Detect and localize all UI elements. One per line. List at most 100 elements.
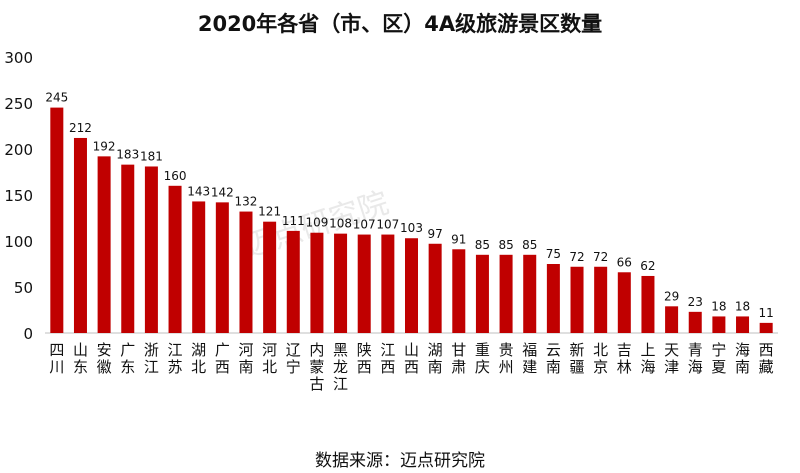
x-tick-label: 黑龙江	[333, 341, 348, 393]
x-tick-label: 广西	[215, 341, 230, 376]
bar	[736, 316, 750, 333]
data-label: 142	[211, 185, 234, 199]
data-label: 85	[498, 238, 513, 252]
bar	[428, 243, 442, 333]
bar	[334, 233, 348, 333]
data-label: 192	[93, 139, 116, 153]
source-note: 数据来源：迈点研究院	[315, 451, 485, 471]
data-label: 181	[140, 149, 163, 163]
bar	[168, 185, 182, 333]
bar	[617, 272, 631, 333]
bar	[641, 275, 655, 333]
data-label: 108	[329, 217, 352, 231]
data-label: 66	[617, 255, 632, 269]
bar	[357, 234, 371, 333]
bar	[688, 311, 702, 333]
y-tick-label: 150	[4, 187, 33, 205]
data-label: 91	[451, 232, 466, 246]
bar	[523, 254, 537, 333]
y-tick-label: 250	[4, 95, 33, 113]
data-label: 11	[759, 306, 774, 320]
x-tick-label: 西藏	[759, 341, 774, 376]
x-tick-label: 江苏	[168, 341, 183, 376]
data-label: 62	[640, 259, 655, 273]
data-label: 183	[116, 148, 139, 162]
data-label: 143	[187, 184, 210, 198]
x-tick-label: 吉林	[617, 341, 632, 376]
x-tick-label: 北京	[593, 341, 608, 376]
data-label: 245	[45, 91, 68, 105]
x-tick-label: 甘肃	[451, 341, 466, 376]
x-tick-label: 海南	[735, 341, 750, 376]
x-tick-label: 内蒙古	[309, 341, 324, 393]
data-label: 29	[664, 289, 679, 303]
bar	[759, 322, 773, 333]
bar	[310, 232, 324, 333]
bar	[570, 266, 584, 333]
bar	[97, 156, 111, 333]
x-tick-label: 浙江	[144, 341, 159, 376]
x-tick-label: 安徽	[97, 341, 112, 376]
x-tick-label: 上海	[640, 341, 655, 376]
x-tick-label: 江西	[380, 341, 395, 376]
bar	[239, 211, 253, 333]
data-label: 212	[69, 121, 92, 135]
bar	[144, 166, 158, 333]
y-tick-label: 300	[4, 49, 33, 67]
x-tick-label: 贵州	[499, 341, 514, 376]
data-label: 85	[522, 238, 537, 252]
x-tick-label: 重庆	[475, 341, 490, 376]
x-tick-label: 福建	[522, 341, 537, 376]
x-tick-label: 新疆	[570, 341, 585, 376]
data-label: 107	[376, 218, 399, 232]
data-label: 18	[711, 299, 726, 313]
x-tick-label: 陕西	[357, 341, 372, 376]
bar	[546, 264, 560, 333]
y-tick-label: 100	[4, 233, 33, 251]
data-label: 111	[282, 214, 305, 228]
x-tick-label: 青海	[688, 341, 703, 376]
chart-title: 2020年各省（市、区）4A级旅游景区数量	[197, 12, 603, 36]
data-label: 107	[353, 218, 376, 232]
bar	[73, 137, 87, 333]
x-tick-label: 山西	[404, 341, 419, 376]
x-tick-label: 广东	[120, 341, 135, 376]
bar	[594, 266, 608, 333]
bar	[263, 221, 277, 333]
bar	[712, 316, 726, 333]
bar	[192, 201, 206, 333]
bar	[499, 254, 513, 333]
bar	[475, 254, 489, 333]
bar	[50, 107, 64, 333]
x-tick-label: 辽宁	[286, 341, 301, 376]
data-label: 132	[235, 195, 258, 209]
bar	[286, 230, 300, 333]
bar	[215, 202, 229, 333]
x-tick-label: 湖北	[191, 341, 206, 376]
data-label: 121	[258, 205, 281, 219]
x-tick-label: 云南	[546, 341, 561, 376]
data-label: 103	[400, 221, 423, 235]
data-label: 23	[688, 295, 703, 309]
x-tick-label: 河北	[262, 341, 277, 376]
bar	[381, 234, 395, 333]
data-label: 18	[735, 299, 750, 313]
data-label: 75	[546, 247, 561, 261]
bar	[452, 249, 466, 333]
data-label: 85	[475, 238, 490, 252]
data-label: 72	[569, 250, 584, 264]
data-label: 160	[164, 169, 187, 183]
data-label: 109	[305, 216, 328, 230]
data-label: 97	[428, 227, 443, 241]
bar	[121, 164, 135, 333]
x-tick-label: 宁夏	[711, 341, 726, 376]
y-tick-label: 50	[14, 279, 33, 297]
y-tick-label: 200	[4, 141, 33, 159]
bar	[404, 238, 419, 333]
x-tick-label: 河南	[238, 341, 253, 376]
x-tick-label: 天津	[664, 341, 679, 376]
x-tick-label: 山东	[73, 341, 88, 376]
x-tick-label: 湖南	[428, 341, 443, 376]
x-tick-label: 四川	[49, 341, 64, 376]
